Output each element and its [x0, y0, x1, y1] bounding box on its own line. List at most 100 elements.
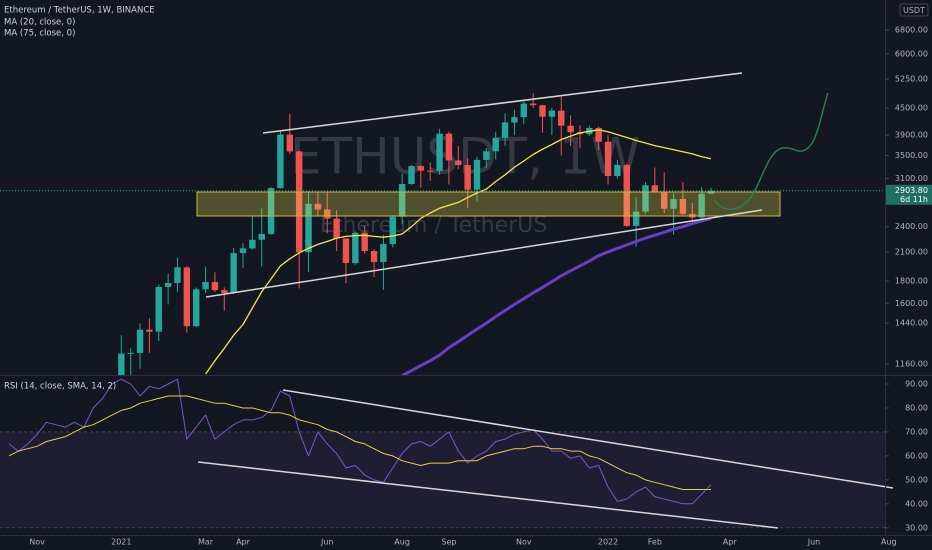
y-tick-label: 2100.00: [895, 247, 928, 256]
drawings: [196, 72, 894, 529]
trend-line: [205, 209, 763, 298]
candle-body: [501, 122, 509, 138]
candle-body: [492, 137, 499, 152]
candle-body: [221, 290, 228, 293]
y-tick-label: 70.00: [905, 427, 928, 436]
x-tick-label: Feb: [648, 538, 662, 547]
candle-body: [455, 160, 462, 165]
y-tick-label: 6800.00: [895, 26, 928, 35]
candle-body: [239, 248, 247, 254]
candle-body: [661, 192, 668, 209]
y-tick-label: 30.00: [905, 523, 928, 532]
candle-body: [483, 151, 490, 160]
trend-line: [197, 461, 779, 529]
candle-body: [249, 239, 256, 249]
candle-body: [352, 232, 359, 264]
candle-body: [529, 103, 537, 106]
candle-body: [230, 253, 237, 293]
x-tick-label: Nov: [516, 538, 532, 547]
symbol-title: Ethereum / TetherUS, 1W, BINANCE: [4, 6, 155, 16]
series-line: [401, 216, 712, 375]
series-line: [8, 378, 712, 505]
currency-box[interactable]: [899, 3, 929, 17]
x-tick-label: Jun: [807, 538, 821, 547]
candle-body: [211, 282, 219, 291]
y-tick-label: 90.00: [905, 379, 928, 388]
x-tick-label: Aug: [881, 538, 897, 547]
last-price-box: [886, 184, 932, 205]
series-line: [8, 395, 711, 490]
candle-body: [183, 267, 191, 327]
candle-body: [417, 166, 425, 171]
candle-body: [604, 141, 612, 177]
candle-body: [614, 164, 621, 177]
projection-path: [713, 92, 829, 210]
candle-body: [127, 352, 134, 354]
support-zone: [196, 191, 781, 217]
candle-body: [679, 199, 687, 214]
legend-entry: MA (20, close, 0): [4, 18, 75, 28]
candle-body: [670, 199, 677, 209]
candle-body: [698, 193, 705, 218]
rsi-pane: [0, 378, 885, 529]
y-tick-label: 1160.00: [895, 359, 928, 368]
candle-body: [567, 125, 574, 133]
candle-body: [642, 185, 649, 212]
candle-body: [295, 151, 303, 253]
candle-body: [342, 238, 350, 264]
candle-body: [118, 353, 125, 375]
y-tick-label: 1600.00: [895, 299, 928, 308]
candle-body: [548, 110, 556, 117]
candle-body: [136, 329, 144, 353]
candle-body: [473, 159, 481, 190]
y-tick-label: 3100.00: [895, 174, 928, 183]
candle-body: [539, 105, 546, 117]
candle-body: [370, 251, 378, 263]
x-tick-label: Sep: [441, 538, 456, 547]
series-line: [205, 129, 712, 375]
candle-body: [202, 282, 209, 290]
y-tick-label: 60.00: [905, 451, 928, 460]
candle-body: [623, 164, 630, 226]
price-pane: [0, 93, 885, 375]
candle-body: [324, 209, 331, 219]
candle-body: [193, 289, 200, 327]
y-tick-label: 5250.00: [895, 75, 928, 84]
candle-body: [445, 133, 453, 161]
y-tick-label: 50.00: [905, 475, 928, 484]
y-tick-label: 1800.00: [895, 277, 928, 286]
candle-body: [389, 216, 396, 245]
candle-body: [464, 164, 471, 190]
candle-body: [361, 232, 368, 252]
currency[interactable]: USDT: [903, 6, 925, 15]
x-tick-label: Mar: [198, 538, 214, 547]
candle-body: [632, 211, 640, 226]
y-tick-label: 3900.00: [895, 131, 928, 140]
x-tick-label: 2022: [598, 538, 618, 547]
legend-entry: MA (75, close, 0): [4, 29, 75, 39]
y-tick-label: 1440.00: [895, 319, 928, 328]
x-tick-label: Aug: [394, 538, 410, 547]
last-price-label: 2903.80: [895, 186, 928, 195]
candle-body: [436, 133, 443, 171]
y-tick-label: 2400.00: [895, 222, 928, 231]
candle-body: [267, 188, 275, 234]
x-tick-label: Apr: [723, 538, 738, 547]
candle-body: [277, 134, 284, 189]
x-tick-label: 2021: [111, 538, 131, 547]
candle-body: [558, 110, 565, 126]
candle-body: [520, 103, 527, 118]
candle-body: [380, 244, 387, 263]
x-tick-label: Apr: [236, 538, 251, 547]
rsi-title: RSI (14, close, SMA, 14, 2): [4, 382, 116, 392]
countdown-label: 6d 11h: [900, 195, 928, 204]
y-tick-label: 3500.00: [895, 151, 928, 160]
candle-body: [333, 218, 340, 239]
y-tick-label: 4500.00: [895, 104, 928, 113]
candle-body: [164, 283, 172, 287]
candle-body: [398, 183, 406, 217]
y-tick-label: 80.00: [905, 403, 928, 412]
candle-body: [408, 166, 415, 184]
